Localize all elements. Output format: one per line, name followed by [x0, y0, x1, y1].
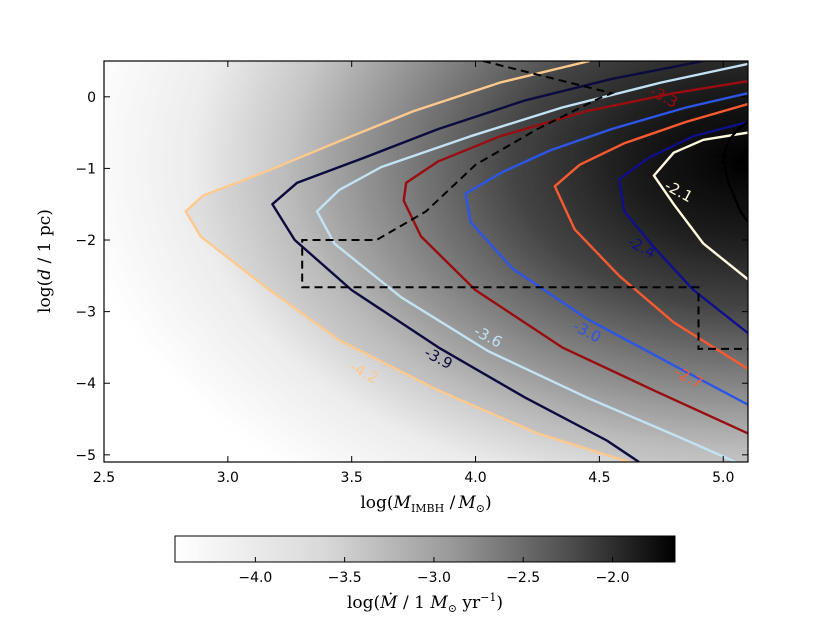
heatmap-background [104, 61, 748, 462]
colorbar-tick-label: −3.5 [328, 570, 362, 586]
colorbar-label: log(Ṁ / 1 M⊙ yr−1) [347, 591, 503, 615]
contour-line--2.4 [618, 120, 748, 335]
x-tick-label: 3.5 [341, 470, 363, 486]
colorbar-tick-label: −4.0 [238, 570, 272, 586]
x-tick-label: 2.5 [93, 470, 115, 486]
colorbar-tick-label: −2.5 [506, 570, 540, 586]
colorbar-ticks: −4.0 −3.5 −3.0 −2.5 −2.0 [238, 557, 630, 586]
contour-line--2.7 [553, 102, 748, 370]
contour-line--3.0 [464, 92, 748, 406]
x-tick-label: 3.0 [217, 470, 239, 486]
y-tick-label: −4 [75, 376, 96, 392]
x-axis-label: log(MIMBH / M⊙) [360, 493, 491, 515]
y-tick-label: −2 [75, 233, 96, 249]
contour-line--3.9 [271, 61, 704, 462]
x-tick-label: 4.0 [464, 470, 486, 486]
y-tick-label: −3 [75, 305, 96, 321]
colorbar-tick-label: −2.0 [596, 570, 630, 586]
contour-lines [184, 61, 748, 462]
y-tick-label: −5 [75, 448, 96, 464]
y-axis-label: log(d / 1 pc) [35, 209, 55, 313]
contour-line--1.8 [722, 120, 748, 223]
x-axis-ticks: 2.5 3.0 3.5 4.0 4.5 5.0 [93, 61, 734, 486]
y-tick-label: −1 [75, 161, 96, 177]
x-tick-label: 4.5 [588, 470, 610, 486]
contour-line--4.2 [184, 61, 630, 462]
contour-labels: -4.2 -3.9-3.6-3.3-3.0-2.7-2.4-2.1-1.8 [347, 82, 745, 392]
contour-line--3.3 [402, 79, 748, 435]
heatmap-shade [185, 61, 748, 462]
contour-line--3.6 [315, 62, 748, 462]
colorbar-tick-label: −3.0 [417, 570, 451, 586]
colorbar [174, 535, 676, 563]
y-axis-ticks: 0 −1 −2 −3 −4 −5 [75, 90, 748, 464]
dashed-boundary [301, 61, 748, 350]
contour-line--2.1 [652, 131, 748, 281]
heatmap-wedge [185, 61, 748, 462]
dashed-region [301, 61, 748, 350]
y-tick-label: 0 [87, 90, 96, 106]
plot-frame [103, 60, 749, 463]
x-tick-label: 5.0 [712, 470, 734, 486]
